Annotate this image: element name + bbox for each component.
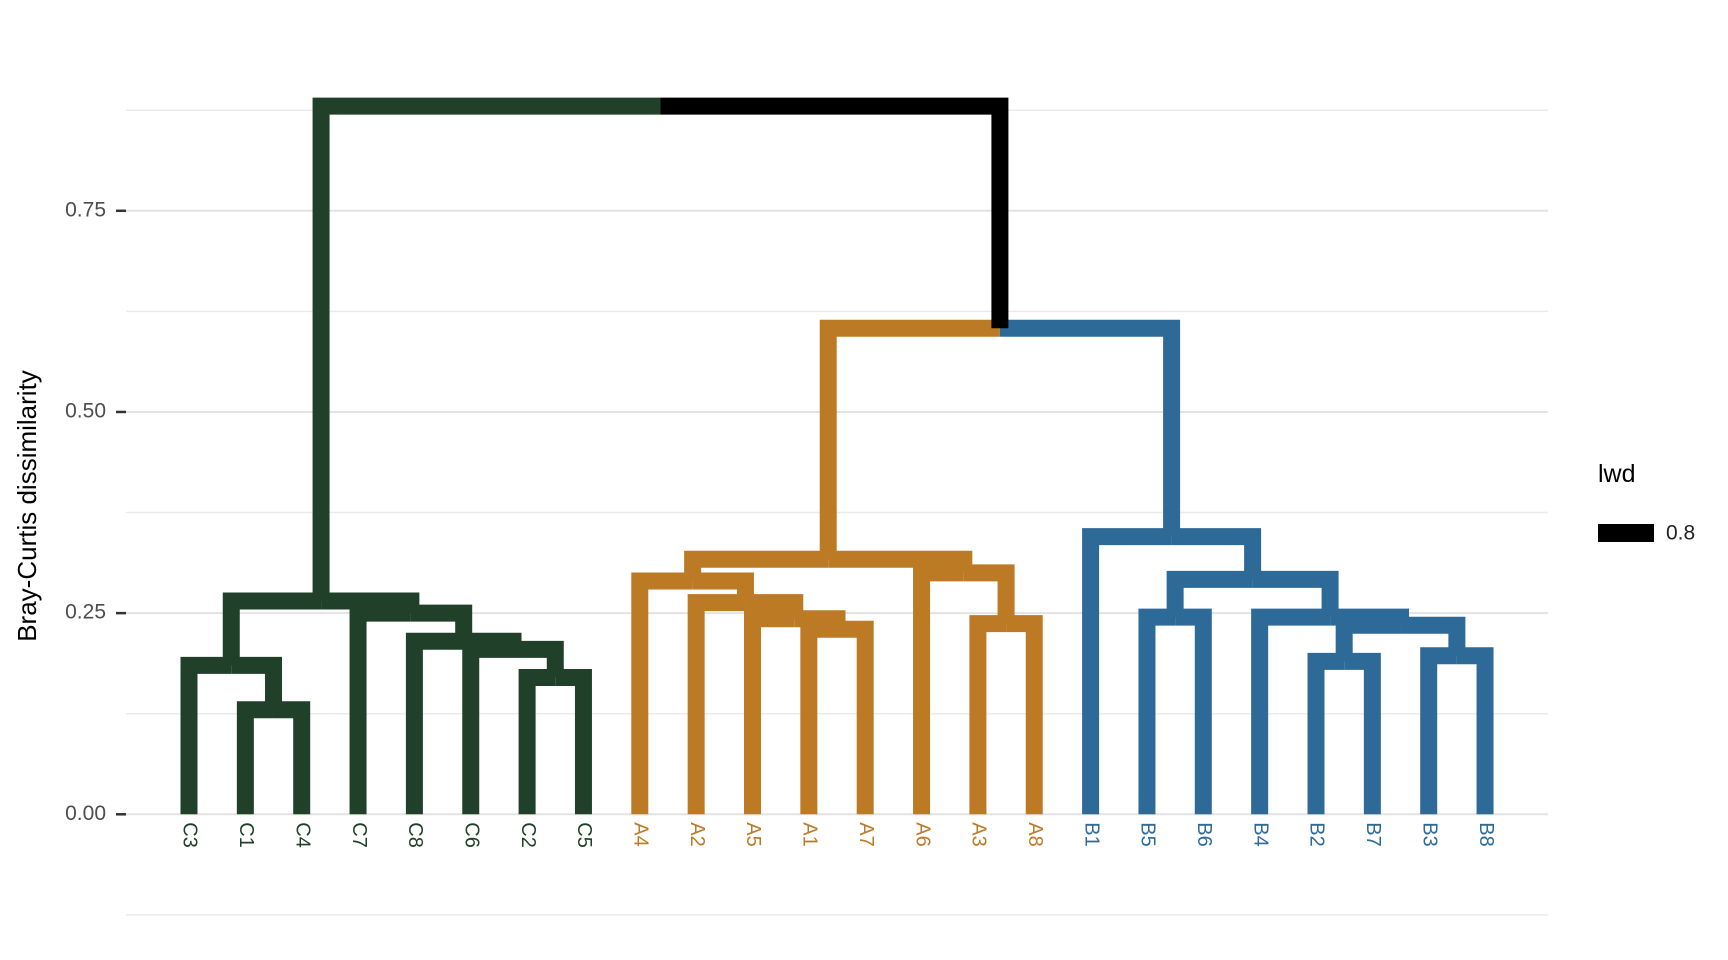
branch: [1166, 570, 1253, 618]
branch: [312, 97, 661, 602]
branch: [969, 615, 1007, 815]
leaf-label: B2: [1306, 822, 1328, 846]
branch: [1456, 647, 1494, 815]
leaf-label: B5: [1137, 822, 1159, 846]
branch: [462, 640, 514, 815]
y-tick-label: 0.50: [65, 400, 106, 423]
branch: [660, 97, 1009, 329]
leaf-label: A5: [742, 822, 764, 846]
branch: [684, 550, 829, 581]
branch: [744, 610, 795, 815]
leaf-label: B4: [1249, 822, 1271, 846]
legend-title: lwd: [1598, 460, 1636, 488]
branch: [963, 564, 1015, 624]
leaf-label: B7: [1362, 822, 1384, 846]
leaf-label: A1: [799, 822, 821, 846]
branch: [999, 319, 1181, 537]
branch: [405, 632, 464, 815]
branch: [1400, 616, 1466, 656]
leaf-label: A3: [968, 822, 990, 846]
branch: [231, 656, 283, 710]
leaf-label: B6: [1193, 822, 1215, 846]
branch: [349, 604, 411, 815]
branch: [513, 640, 564, 678]
branch: [222, 592, 322, 666]
branch: [1420, 647, 1457, 815]
y-tick-label: 0.00: [65, 802, 106, 825]
branch: [410, 604, 473, 642]
branch: [1138, 608, 1176, 815]
branch: [1251, 608, 1331, 815]
leaf-label: A4: [630, 822, 652, 846]
branch: [1171, 528, 1262, 580]
legend-key: [1598, 524, 1654, 542]
branch: [321, 592, 420, 614]
branch: [1082, 528, 1172, 815]
leaf-label: A7: [855, 822, 877, 846]
leaf-label: C4: [291, 822, 313, 848]
leaf-label: A6: [911, 822, 933, 846]
branch: [180, 656, 232, 815]
branch: [518, 669, 556, 815]
leaf-label: B1: [1080, 822, 1102, 846]
branch: [1330, 608, 1410, 626]
leaf-label: C1: [235, 822, 257, 848]
branch: [1252, 570, 1339, 618]
leaf-label: B3: [1418, 822, 1440, 846]
branch: [837, 620, 874, 815]
branch: [745, 594, 804, 619]
branch: [1006, 615, 1043, 815]
y-tick-label: 0.25: [65, 601, 106, 624]
leaf-label: C5: [573, 822, 595, 848]
branch: [1307, 652, 1345, 815]
branch: [828, 550, 973, 573]
y-tick-label: 0.75: [65, 198, 106, 221]
branch: [794, 610, 846, 630]
branch: [273, 701, 311, 815]
branch: [800, 620, 838, 815]
legend-label: 0.8: [1666, 522, 1695, 545]
branch: [1175, 608, 1212, 815]
leaf-label: C3: [179, 822, 201, 848]
leaf-label: A2: [686, 822, 708, 846]
leaf-label: C2: [517, 822, 539, 848]
branch: [236, 701, 274, 815]
branch: [1344, 652, 1381, 815]
leaf-label: C8: [404, 822, 426, 848]
leaf-label: B8: [1475, 822, 1497, 846]
branch: [555, 669, 592, 815]
y-axis-title: Bray-Curtis dissimilarity: [12, 370, 42, 642]
branch: [819, 319, 1000, 560]
branch: [631, 572, 693, 815]
branch: [913, 564, 964, 815]
leaf-label: A8: [1024, 822, 1046, 846]
leaf-label: C7: [348, 822, 370, 848]
branch: [687, 594, 746, 815]
branch: [463, 632, 522, 650]
leaf-label: C6: [460, 822, 482, 848]
branch: [692, 572, 754, 603]
